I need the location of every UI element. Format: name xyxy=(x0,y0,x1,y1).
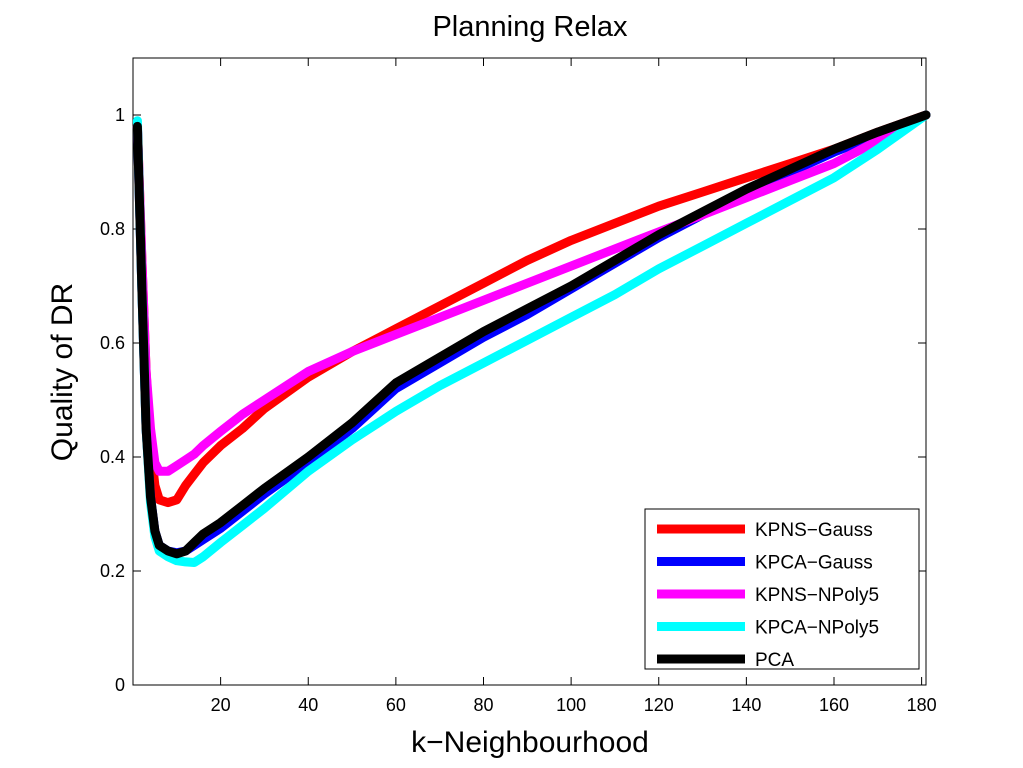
plot-lines xyxy=(132,110,931,567)
y-tick-label: 0.6 xyxy=(100,333,125,353)
x-tick-label: 160 xyxy=(819,695,849,715)
legend-label: KPCA−Gauss xyxy=(755,553,873,574)
x-tick-label: 140 xyxy=(731,695,761,715)
x-tick-label: 120 xyxy=(644,695,674,715)
legend-label: PCA xyxy=(755,650,794,671)
x-tick-label: 60 xyxy=(386,695,406,715)
x-tick-label: 40 xyxy=(298,695,318,715)
chart-title: Planning Relax xyxy=(432,11,628,43)
legend-label: KPCA−NPoly5 xyxy=(755,618,879,639)
legend-box xyxy=(644,508,920,670)
series-line-pca xyxy=(132,110,931,559)
y-tick-label: 0.8 xyxy=(100,219,125,239)
x-axis-label: k−Neighbourhood xyxy=(411,726,649,759)
y-axis-label: Quality of DR xyxy=(46,283,79,461)
x-tick-label: 20 xyxy=(211,695,231,715)
y-tick-label: 0.4 xyxy=(100,447,125,467)
legend-label: KPNS−NPoly5 xyxy=(755,585,879,606)
x-tick-label: 80 xyxy=(473,695,493,715)
x-tick-label: 180 xyxy=(907,695,937,715)
x-tick-label: 100 xyxy=(556,695,586,715)
legend: KPNS−Gauss KPCA−Gauss KPNS−NPoly5 KPCA−NPol… xyxy=(644,508,920,671)
y-tick-label: 0.2 xyxy=(100,561,125,581)
series-line-kpns-gauss xyxy=(132,110,931,508)
y-tick-label: 1 xyxy=(115,105,125,125)
legend-label: KPNS−Gauss xyxy=(755,520,873,541)
y-tick-label: 0 xyxy=(115,675,125,695)
